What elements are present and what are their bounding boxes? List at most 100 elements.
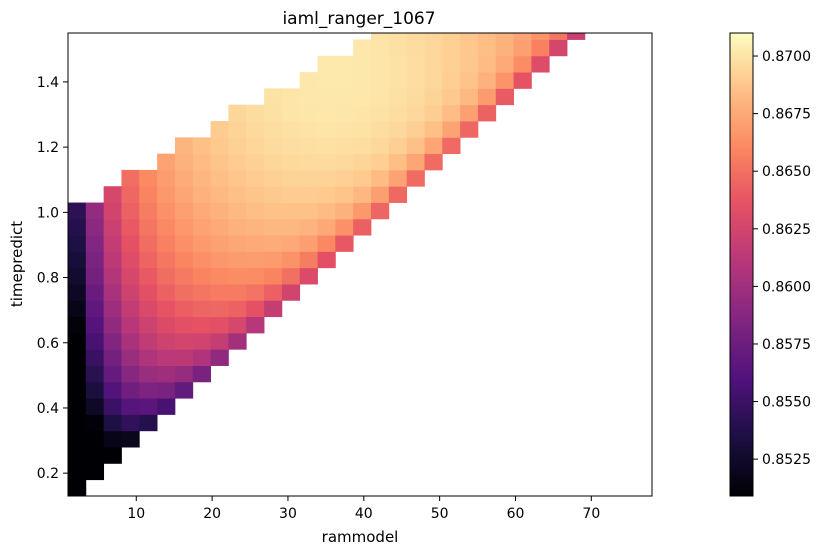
y-tick-label: 0.8 bbox=[37, 271, 59, 287]
y-axis-label: timepredict bbox=[8, 221, 26, 307]
heatmap-cell bbox=[192, 202, 211, 220]
heatmap-cell bbox=[210, 218, 229, 236]
heatmap-cell bbox=[174, 137, 194, 155]
heatmap-cell bbox=[281, 235, 301, 252]
heatmap-cell bbox=[531, 33, 550, 40]
heatmap-cell bbox=[103, 430, 122, 448]
heatmap-cell bbox=[139, 267, 158, 285]
y-tick-label: 0.4 bbox=[37, 401, 59, 417]
heatmap-cell bbox=[531, 55, 550, 73]
heatmap-cell bbox=[299, 169, 318, 187]
heatmap-cell bbox=[281, 284, 301, 301]
heatmap-cell bbox=[460, 33, 479, 40]
heatmap-cell bbox=[85, 300, 105, 318]
heatmap-cell bbox=[246, 218, 265, 236]
heatmap-cell bbox=[228, 316, 247, 334]
heatmap-cell bbox=[85, 218, 105, 236]
heatmap-cell bbox=[121, 202, 140, 220]
heatmap-cell bbox=[264, 153, 283, 171]
heatmap-cell bbox=[210, 251, 229, 269]
heatmap-cell bbox=[139, 251, 158, 269]
heatmap-cell bbox=[317, 121, 336, 138]
heatmap-cell bbox=[406, 88, 425, 106]
heatmap-cell bbox=[139, 365, 158, 383]
y-tick-label: 1.2 bbox=[37, 140, 59, 156]
heatmap-cell bbox=[371, 186, 390, 203]
heatmap-cell bbox=[174, 300, 194, 318]
heatmap-cell bbox=[299, 121, 318, 138]
heatmap-cell bbox=[210, 300, 229, 318]
heatmap-cell bbox=[192, 169, 211, 187]
heatmap-cell bbox=[424, 39, 443, 57]
heatmap-cell bbox=[299, 137, 318, 155]
heatmap-cell bbox=[299, 251, 318, 269]
heatmap-cell bbox=[335, 169, 354, 187]
heatmap-cell bbox=[477, 88, 497, 106]
heatmap-cell bbox=[192, 349, 211, 366]
chart-title: iaml_ranger_1067 bbox=[282, 9, 435, 29]
heatmap-cell bbox=[121, 349, 140, 366]
heatmap-cell bbox=[264, 284, 283, 301]
heatmap-cell bbox=[353, 104, 372, 122]
heatmap-cell bbox=[371, 202, 390, 220]
heatmap-cell bbox=[335, 88, 354, 106]
heatmap-cell bbox=[353, 88, 372, 106]
heatmap-cell bbox=[388, 55, 408, 73]
heatmap-cell bbox=[281, 137, 301, 155]
heatmap-cell bbox=[353, 186, 372, 203]
heatmap-cell bbox=[246, 137, 265, 155]
heatmap-cell bbox=[139, 218, 158, 236]
heatmap-cell bbox=[281, 153, 301, 171]
heatmap-cell bbox=[68, 365, 87, 383]
heatmap-cell bbox=[281, 121, 301, 138]
heatmap-cell bbox=[335, 202, 354, 220]
heatmap-cell bbox=[85, 398, 105, 415]
heatmap-cell bbox=[157, 316, 176, 334]
x-axis: 10 20 30 40 50 60 70 bbox=[127, 496, 600, 522]
heatmap-cell bbox=[281, 186, 301, 203]
heatmap-cell bbox=[406, 137, 425, 155]
heatmap-cell bbox=[477, 33, 497, 40]
heatmap-cell bbox=[174, 202, 194, 220]
heatmap-cell bbox=[317, 137, 336, 155]
heatmap-cell bbox=[139, 381, 158, 399]
heatmap-cell bbox=[246, 104, 265, 122]
heatmap-cell bbox=[103, 381, 122, 399]
heatmap-cell bbox=[157, 202, 176, 220]
heatmap-cell bbox=[442, 39, 461, 57]
heatmap-cell bbox=[174, 381, 194, 399]
heatmap-cell bbox=[121, 169, 140, 187]
heatmap-cell bbox=[157, 332, 176, 350]
heatmap-cell bbox=[406, 72, 425, 89]
heatmap-cell bbox=[495, 55, 514, 73]
heatmap-cell bbox=[317, 55, 336, 73]
heatmap-cell bbox=[299, 88, 318, 106]
heatmap-cell bbox=[353, 218, 372, 236]
heatmap-cell bbox=[85, 284, 105, 301]
heatmap-cell bbox=[68, 202, 87, 220]
heatmap-cell bbox=[139, 414, 158, 432]
heatmap-cell bbox=[103, 414, 122, 432]
colorbar-tick-label: 0.8625 bbox=[762, 222, 811, 238]
heatmap-cell bbox=[68, 332, 87, 350]
heatmap-cell bbox=[121, 186, 140, 203]
heatmap-cell bbox=[68, 267, 87, 285]
heatmap-cell bbox=[477, 39, 497, 57]
heatmap-cell bbox=[264, 202, 283, 220]
y-tick-label: 0.2 bbox=[37, 466, 59, 482]
heatmap-cell bbox=[157, 267, 176, 285]
heatmap-cell bbox=[299, 104, 318, 122]
heatmap-cell bbox=[210, 235, 229, 252]
x-tick-label: 10 bbox=[127, 506, 145, 522]
heatmap-cell bbox=[121, 284, 140, 301]
heatmap-cell bbox=[299, 267, 318, 285]
heatmap-cell bbox=[210, 153, 229, 171]
heatmap-cell bbox=[513, 72, 532, 89]
heatmap-cell bbox=[192, 284, 211, 301]
heatmap-cell bbox=[228, 251, 247, 269]
heatmap-cell bbox=[246, 300, 265, 318]
heatmap-cell bbox=[139, 332, 158, 350]
heatmap-cell bbox=[388, 137, 408, 155]
heatmap-cell bbox=[68, 430, 87, 448]
